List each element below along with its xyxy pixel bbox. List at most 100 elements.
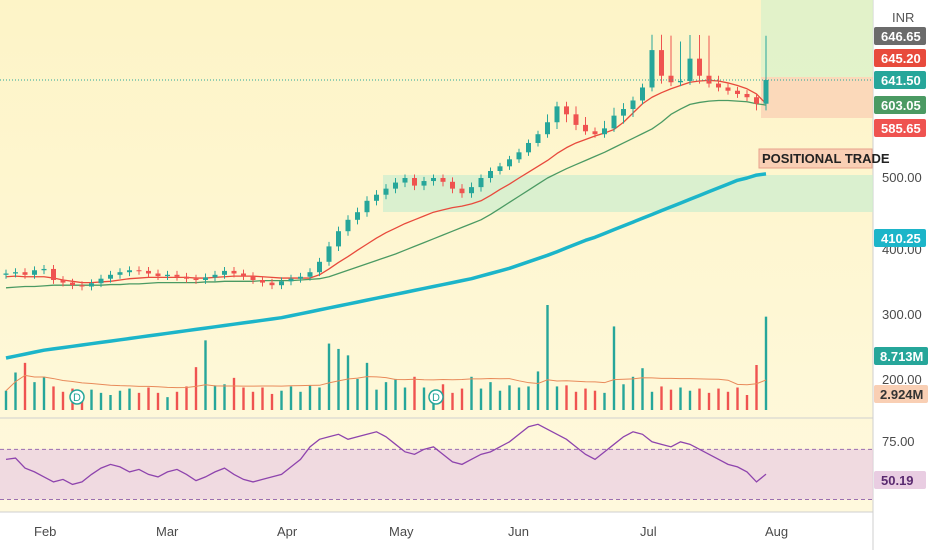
- time-label-may: May: [389, 524, 414, 539]
- volume-bar: [4, 390, 8, 410]
- volume-bar: [403, 387, 407, 410]
- candle-body: [41, 268, 47, 271]
- candle-body: [127, 270, 132, 273]
- candle-body: [678, 80, 683, 83]
- moving-averages: [5, 79, 767, 360]
- volume-bar: [688, 390, 692, 410]
- volume-bar: [707, 392, 711, 410]
- candle-body: [288, 278, 294, 282]
- price-label-585: 585.65: [881, 121, 921, 136]
- candle-body: [649, 50, 655, 88]
- candle-body: [478, 178, 484, 188]
- candle-body: [260, 280, 265, 283]
- volume-bar: [280, 390, 283, 410]
- candle-body: [383, 188, 389, 195]
- volume-bar: [128, 388, 131, 410]
- volume-bar: [90, 389, 93, 410]
- volume-bar: [156, 392, 160, 410]
- volume-bar: [603, 392, 606, 410]
- volume-bar: [175, 391, 179, 410]
- positional-trade-annotation[interactable]: POSITIONAL TRADE: [758, 148, 890, 169]
- volume-bar: [356, 378, 359, 410]
- price-label-641: 641.50: [881, 73, 921, 88]
- volume-bar: [204, 340, 207, 410]
- candle-body: [22, 272, 28, 275]
- time-label-mar: Mar: [156, 524, 179, 539]
- candle-body: [70, 282, 75, 286]
- candle-body: [554, 106, 560, 123]
- candle-body: [640, 87, 645, 101]
- volume-bar: [460, 388, 464, 410]
- volume-bar: [14, 372, 17, 410]
- volume-bar: [365, 362, 369, 410]
- volume-bar: [631, 376, 635, 410]
- time-axis-area: [0, 512, 873, 550]
- candle-body: [754, 97, 759, 104]
- time-label-jun: Jun: [508, 524, 529, 539]
- volume-bar: [527, 386, 530, 410]
- volume-bar: [23, 362, 27, 410]
- volume-bar: [42, 376, 46, 410]
- candle-body: [174, 274, 180, 277]
- volume-bar: [166, 397, 169, 410]
- candle-body: [317, 261, 322, 273]
- volume-bar: [394, 378, 397, 410]
- price-label-645: 645.20: [881, 51, 921, 66]
- candle-body: [602, 128, 607, 135]
- candle-body: [32, 270, 37, 275]
- candle-body: [687, 58, 693, 81]
- time-label-aug: Aug: [765, 524, 788, 539]
- candle-body: [193, 278, 199, 280]
- volume-bar: [337, 348, 340, 410]
- candle-body: [545, 122, 550, 135]
- volume-bar: [574, 391, 578, 410]
- plot-background: [0, 0, 873, 512]
- volume-bar: [185, 386, 188, 410]
- volume-bar: [61, 391, 65, 410]
- ema-long-line: [5, 172, 767, 360]
- dividend-marker-1[interactable]: [69, 389, 85, 405]
- price-label-410: 410.25: [881, 231, 921, 246]
- candle-body: [155, 273, 161, 277]
- time-axis: Feb Mar Apr May Jun Jul Aug: [34, 524, 788, 539]
- volume-bar: [726, 391, 730, 410]
- volume-bar: [755, 365, 758, 410]
- dividend-marker-2[interactable]: [428, 389, 444, 405]
- volume-bar: [517, 387, 521, 410]
- candle-body: [336, 231, 341, 247]
- volume-bar: [194, 367, 198, 410]
- volume-bar: [384, 382, 388, 410]
- volume-bar: [660, 386, 663, 410]
- candle-body: [279, 281, 284, 286]
- candle-body: [630, 100, 636, 110]
- ema-short-line: [5, 79, 767, 284]
- volume-bar: [242, 387, 245, 410]
- volume-bar: [555, 386, 559, 410]
- candle-body: [345, 219, 351, 232]
- price-label-645-bg: [874, 49, 926, 67]
- volume-bar: [33, 382, 36, 410]
- candle-body: [269, 282, 275, 286]
- volume-bar: [736, 387, 739, 410]
- volume-label-high: 8.713M: [880, 349, 923, 364]
- candle-body: [13, 272, 18, 274]
- candle-body: [355, 212, 360, 220]
- candle-body: [583, 124, 588, 132]
- positional-trade-label: POSITIONAL TRADE: [762, 151, 890, 166]
- rsi-pane: [0, 423, 873, 500]
- dividend-marker-1-label: D: [73, 392, 81, 404]
- volume-bar: [745, 395, 749, 410]
- price-label-641-bg: [874, 71, 926, 89]
- volume-pane: [4, 305, 768, 410]
- candle-body: [488, 170, 493, 178]
- candle-body: [184, 276, 189, 279]
- volume-bar: [536, 371, 540, 410]
- price-label-646: 646.65: [881, 29, 921, 44]
- volume-bar: [612, 326, 616, 410]
- volume-bar: [641, 368, 644, 410]
- volume-bar: [650, 391, 654, 410]
- candle-body: [374, 194, 379, 201]
- candle-body: [564, 106, 569, 115]
- candle-body: [507, 159, 512, 167]
- zones-layer: [383, 0, 873, 212]
